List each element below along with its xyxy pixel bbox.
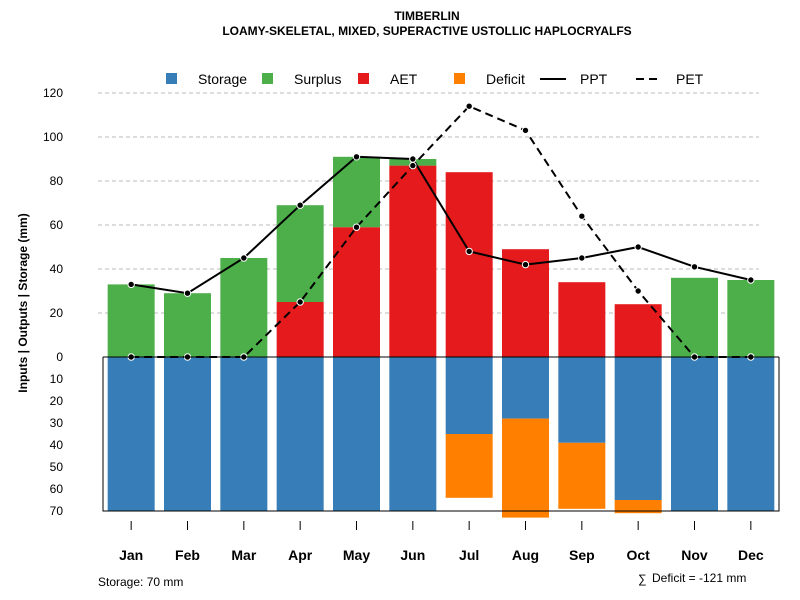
bar-storage-apr (276, 357, 324, 511)
x-tick-label: Mar (231, 547, 256, 563)
legend-label-ppt: PPT (580, 71, 608, 87)
line-pet (131, 105, 751, 358)
point-pet-sep (578, 212, 586, 220)
storage-frame (102, 357, 780, 512)
bar-aet-oct (614, 304, 662, 357)
x-tick-label: Sep (569, 547, 595, 563)
bar-aet-may (333, 227, 380, 357)
bar-storage-feb (164, 357, 211, 511)
point-ppt-nov (690, 263, 699, 271)
deficit-note: Deficit = -121 mm (652, 571, 746, 585)
point-pet-oct (634, 287, 642, 295)
bar-surplus-feb (164, 293, 211, 357)
y-tick-label: 60 (50, 482, 64, 496)
y-tick-label: 20 (50, 306, 64, 320)
legend-label-surplus: Surplus (294, 71, 341, 87)
bar-surplus-dec (727, 280, 775, 357)
x-tick-label: Jan (119, 547, 143, 563)
point-ppt-dec (747, 276, 755, 284)
point-ppt-mar (240, 254, 248, 262)
y-tick-label: 40 (50, 262, 64, 276)
bar-deficit-jul (445, 434, 493, 498)
bar-storage-nov (671, 357, 718, 511)
x-tick-label: Feb (175, 547, 200, 563)
y-tick-label: 120 (43, 86, 63, 100)
x-tick-label: Jun (400, 547, 425, 563)
bar-storage-oct (614, 357, 662, 500)
legend: Storage Surplus AET Deficit PPT PET (166, 71, 704, 87)
bar-surplus-nov (671, 277, 718, 357)
line-ppt (131, 155, 752, 295)
bar-deficit-sep (558, 442, 606, 509)
legend-label-deficit: Deficit (486, 71, 525, 87)
bar-surplus-may (333, 156, 380, 228)
point-ppt-oct (634, 243, 642, 251)
legend-label-storage: Storage (198, 71, 247, 87)
chart-subtitle: LOAMY-SKELETAL, MIXED, SUPERACTIVE USTOL… (222, 24, 631, 38)
bar-storage-may (333, 357, 380, 511)
point-pet-jul (465, 102, 473, 110)
point-pet-may (352, 223, 361, 231)
x-tick-label: Dec (738, 547, 764, 563)
legend-label-aet: AET (390, 71, 418, 87)
y-tick-label: 60 (50, 218, 64, 232)
bar-deficit-oct (614, 500, 662, 514)
x-tick-label: Oct (626, 547, 650, 563)
bar-storage-aug (502, 357, 549, 419)
bar-deficit-aug (502, 418, 549, 518)
point-pet-jun (409, 161, 417, 170)
point-ppt-jul (465, 247, 473, 256)
legend-swatch-surplus (262, 73, 273, 84)
y-tick-label: 50 (50, 460, 64, 474)
x-tick-label: Aug (512, 547, 539, 563)
bar-storage-mar (220, 357, 268, 511)
legend-label-pet: PET (676, 71, 704, 87)
bar-storage-dec (727, 357, 775, 511)
y-axis-label: Inputs | Outputs | Storage (mm) (16, 213, 30, 392)
bar-aet-jun (389, 165, 437, 357)
bar-storage-jan (107, 357, 155, 511)
chart-title: TIMBERLIN (394, 9, 459, 23)
y-tick-label: 80 (50, 174, 64, 188)
y-tick-label: 70 (50, 504, 64, 518)
x-tick-label: May (343, 547, 370, 563)
legend-swatch-aet (358, 73, 369, 84)
axes: 120 100 80 60 40 20 0 10 20 30 40 50 60 70 Jan Feb Mar Ap… (43, 86, 780, 563)
bar-aet-apr (276, 302, 324, 357)
bar-aet-jul (445, 172, 493, 357)
point-ppt-jan (127, 280, 135, 289)
point-ppt-may (352, 153, 361, 161)
y-tick-label: 40 (50, 438, 64, 452)
x-tick-label: Nov (681, 547, 708, 563)
bar-aet-sep (558, 282, 606, 357)
bar-surplus-apr (276, 205, 324, 302)
point-pet-aug (521, 126, 530, 135)
x-tick-label: Apr (288, 547, 313, 563)
bars (107, 156, 775, 518)
point-ppt-apr (296, 201, 304, 209)
y-tick-label: 20 (50, 394, 64, 408)
y-tick-label: 30 (50, 416, 64, 430)
point-ppt-jun (409, 155, 417, 163)
bar-storage-sep (558, 357, 606, 443)
legend-swatch-storage (166, 73, 177, 84)
lines (127, 102, 755, 361)
point-ppt-aug (521, 260, 530, 269)
sum-symbol: ∑ (638, 572, 647, 586)
storage-note: Storage: 70 mm (98, 575, 183, 589)
y-tick-label: 100 (43, 130, 63, 144)
point-ppt-feb (183, 289, 192, 297)
y-tick-label: 0 (56, 350, 63, 364)
bar-storage-jun (389, 357, 437, 511)
legend-swatch-deficit (454, 73, 465, 84)
bar-storage-jul (445, 357, 493, 434)
point-pet-apr (296, 298, 304, 306)
y-tick-label: 10 (50, 372, 64, 386)
bar-surplus-jan (107, 284, 155, 357)
x-tick-label: Jul (459, 547, 479, 563)
point-ppt-sep (578, 254, 586, 262)
